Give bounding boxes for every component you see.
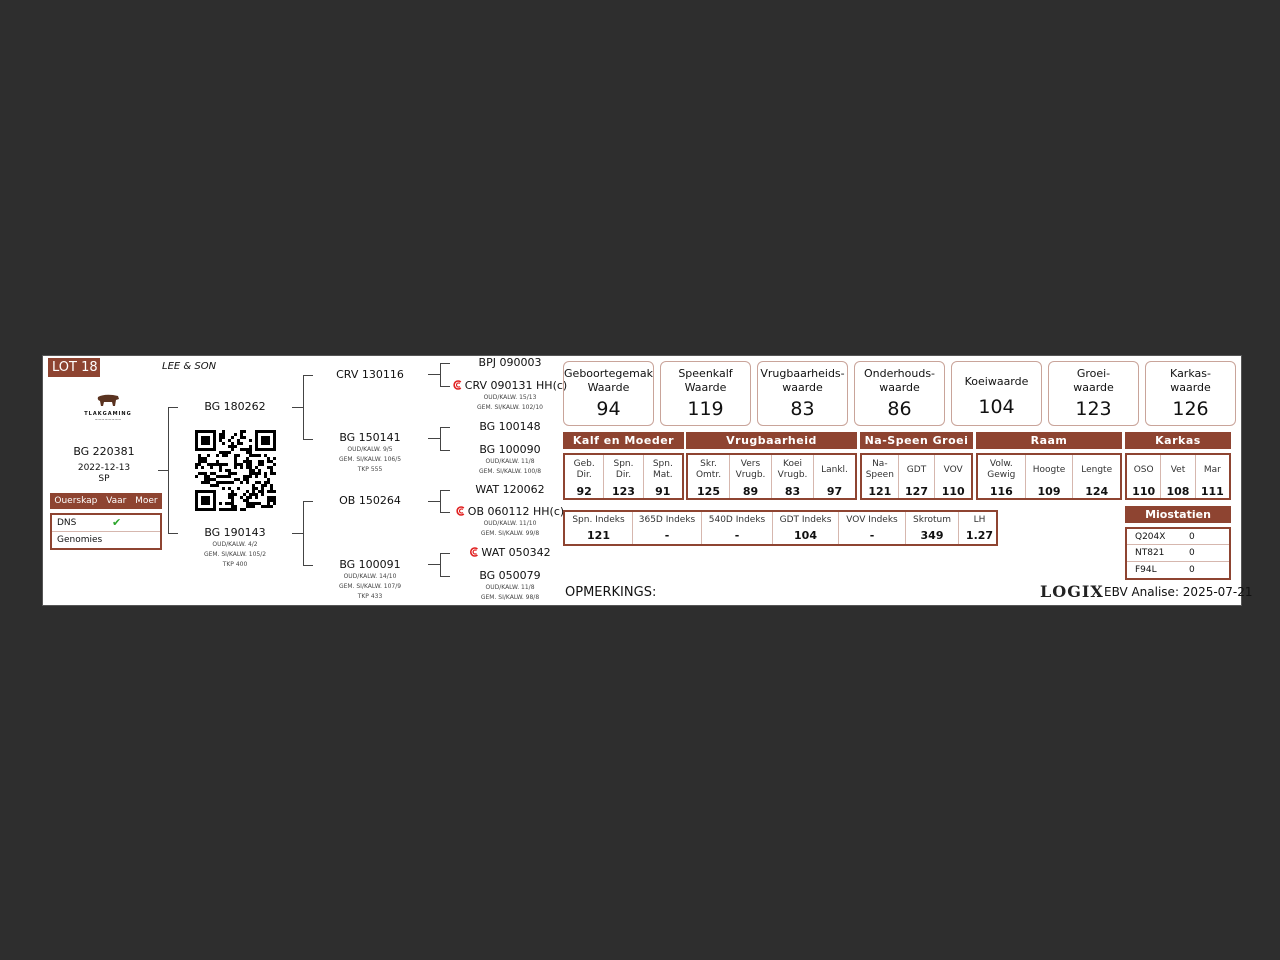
trait-cell: Vers Vrugb. 89 [730,455,772,498]
logix-logo: LOGIX [1040,582,1104,601]
index-cell: Spn. Indeks 121 [565,512,633,544]
qr-code[interactable] [195,430,276,511]
value-box: Vrugbaarheids-waarde 83 [757,361,848,426]
sire-sire-id: CRV 130116 [336,368,404,381]
dam-stats: OUD/KALW. 4/2 GEM. SI/KALW. 105/2 TKP 400 [203,541,267,568]
group-header: Karkas [1125,432,1231,449]
trait-cell: Volw. Gewig 116 [978,455,1026,498]
trait-cell: GDT 127 [899,455,936,498]
group-header: Vrugbaarheid [686,432,857,449]
trait-cell: OSO 110 [1127,455,1162,498]
bull-icon [97,394,119,406]
animal-dob: 2022-12-13 [77,463,131,473]
trait-group: Skr. Omtr. 125 Vers Vrugb. 89 Koei Vrugb. 83 L… [686,453,857,500]
trait-cell: Lankl. 97 [821,464,848,499]
trait-cell: Spn. Dir. 123 [604,455,644,498]
grandparent-id: WAT 120062 [475,483,545,496]
index-cell: GDT Indeks 104 [773,512,839,544]
grandparent-stats: OUD/KALW. 11/8 GEM. SI/KALW. 98/8 [480,584,540,601]
value-box: Koeiwaarde 104 [951,361,1042,426]
index-cell: 365D Indeks - [633,512,702,544]
genetic-test-icon [453,380,462,390]
myostatin-row: F94L 0 [1135,564,1195,575]
animal-id: BG 220381 [73,445,135,458]
parentage-row-genomies: Genomies [52,532,160,549]
parentage-header: Ouerskap Vaar Moer [50,493,162,509]
index-cell: VOV Indeks - [839,512,906,544]
value-box: Geboortegemak Waarde 94 [563,361,654,426]
trait-group: Volw. Gewig 116 Hoogte 109 Lengte 124 [976,453,1122,500]
trait-cell: Geb. Dir. 92 [565,455,605,498]
grandparent-id: BG 100090 [479,443,541,456]
grandparent-stats: OUD/KALW. 11/10 GEM. SI/KALW. 99/8 [480,520,540,537]
group-header: Kalf en Moeder [563,432,684,449]
trait-group: Na- Speen 121 GDT 127 VOV 110 [860,453,973,500]
trait-cell: Lengte 124 [1081,464,1113,499]
trait-cell: VOV 110 [941,464,965,499]
myostatin-table: Q204X 0 NT821 0 F94L 0 [1125,527,1231,580]
sire-id: BG 180262 [204,400,266,413]
row-label: DNS [57,518,77,528]
row-label: Genomies [57,535,103,545]
brand-text: LOGIX [1040,582,1104,601]
grandparent-id: BPJ 090003 [478,356,542,369]
value-box: Karkas-waarde 126 [1145,361,1236,426]
grandparent-id: CRV 090131 HH(c) [453,379,567,392]
check-icon: ✔ [112,516,122,529]
lot-card [42,355,1242,606]
trait-cell: Hoogte 109 [1026,455,1074,498]
trait-cell: Mar 111 [1200,464,1224,499]
remarks-label: OPMERKINGS: [565,585,657,600]
dam-dam-stats: OUD/KALW. 14/10 GEM. SI/KALW. 107/9 TKP 43… [338,573,402,600]
value-box: Speenkalf Waarde 119 [660,361,751,426]
header-vaar: Vaar [106,496,127,506]
trait-group: Geb. Dir. 92 Spn. Dir. 123 Spn. Mat. 91 [563,453,684,500]
myostatin-header: Miostatien [1125,506,1231,523]
parentage-table: DNS ✔ Genomies [50,513,162,550]
myostatin-row: Q204X 0 [1127,529,1229,546]
index-table: Spn. Indeks 121 365D Indeks -540D Indeks - GD… [563,510,998,546]
grandparent-id: OB 060112 HH(c) [456,505,564,518]
genetic-test-icon [456,506,465,516]
group-header: Na-Speen Groei [860,432,973,449]
header-ouerskap: Ouerskap [54,496,98,506]
header-moer: Moer [135,496,158,506]
dam-id: BG 190143 [204,526,266,539]
index-cell: 540D Indeks - [702,512,773,544]
ebv-date: EBV Analise: 2025-07-21 [1104,585,1253,599]
grandparent-stats: OUD/KALW. 11/8 GEM. SI/KALW. 100/8 [478,458,542,475]
sire-dam-id: BG 150141 [339,431,401,444]
dam-sire-id: OB 150264 [339,494,401,507]
value-box: Onderhouds-waarde 86 [854,361,945,426]
value-box: Groei-waarde 123 [1048,361,1139,426]
trait-cell: Spn. Mat. 91 [652,459,673,498]
group-header: Raam [976,432,1122,449]
trait-cell: Vet 108 [1161,455,1196,498]
grandparent-id: WAT 050342 [469,546,551,559]
index-cell: LH 1.27 [965,515,994,542]
grandparent-id: BG 100148 [479,420,541,433]
trait-cell: Koei Vrugb. 83 [772,455,814,498]
breeder-name: LEE & SON [162,361,217,372]
trait-group: OSO 110 Vet 108 Mar 111 [1125,453,1231,500]
grandparent-stats: OUD/KALW. 15/13 GEM. SI/KALW. 102/10 [477,394,543,411]
lot-badge: LOT 18 [48,358,100,377]
grandparent-id: BG 050079 [479,569,541,582]
qr-code-graphic [195,430,276,511]
parentage-row-dns: DNS ✔ [52,515,160,532]
genetic-test-icon [469,547,478,557]
index-cell: Skrotum 349 [906,512,959,544]
sire-dam-stats: OUD/KALW. 9/5 GEM. SI/KALW. 106/5 TKP 555 [338,446,402,473]
animal-type: SP [98,474,110,484]
trait-cell: Skr. Omtr. 125 [688,455,730,498]
dam-dam-id: BG 100091 [339,558,401,571]
myostatin-row: NT821 0 [1127,545,1229,562]
breeder-logo: TLAKGAMING ~~~~~~~~ [78,392,138,428]
trait-cell: Na- Speen 121 [862,455,899,498]
